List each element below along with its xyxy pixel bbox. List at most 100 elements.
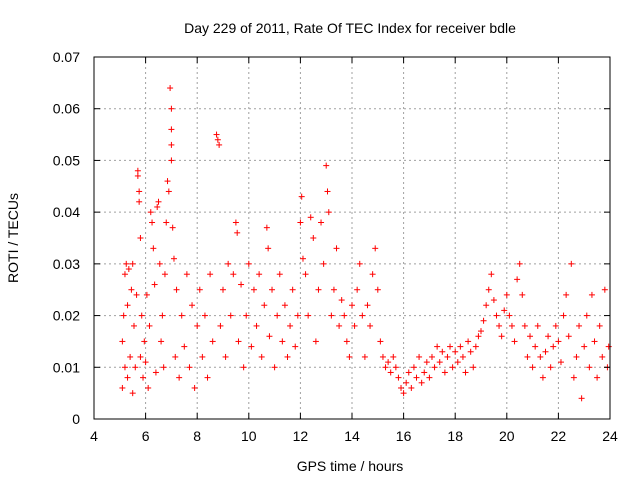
data-point: [565, 333, 572, 340]
data-point: [168, 141, 175, 148]
data-point: [214, 136, 221, 143]
data-point: [490, 297, 497, 304]
data-point: [134, 167, 141, 174]
data-point: [410, 364, 417, 371]
data-point: [529, 364, 536, 371]
data-point: [467, 348, 474, 355]
data-point: [281, 302, 288, 309]
data-point: [372, 245, 379, 252]
data-point: [170, 255, 177, 262]
data-point: [555, 338, 562, 345]
data-point: [346, 353, 353, 360]
x-tick-label: 14: [344, 428, 360, 444]
data-point: [124, 374, 131, 381]
data-point: [578, 395, 585, 402]
axis-ticks: [93, 56, 611, 420]
data-point: [426, 374, 433, 381]
data-point: [323, 162, 330, 169]
data-point: [217, 322, 224, 329]
data-point: [400, 390, 407, 397]
data-point: [385, 359, 392, 366]
data-point: [207, 271, 214, 278]
data-point: [240, 364, 247, 371]
data-point: [328, 312, 335, 319]
data-point: [274, 312, 281, 319]
data-point: [519, 291, 526, 298]
data-point: [124, 302, 131, 309]
y-tick-label: 0.03: [53, 256, 80, 272]
data-point: [149, 219, 156, 226]
data-point: [501, 307, 508, 314]
data-point: [333, 245, 340, 252]
data-point: [151, 281, 158, 288]
data-point: [178, 312, 185, 319]
data-point: [441, 369, 448, 376]
data-point: [379, 353, 386, 360]
x-tick-label: 22: [551, 428, 567, 444]
data-point: [263, 224, 270, 231]
data-point: [408, 384, 415, 391]
y-tick-labels: 0 0.01 0.02 0.03 0.04 0.05 0.06 0.07: [53, 49, 80, 427]
data-point: [447, 343, 454, 350]
data-point: [232, 219, 239, 226]
data-point: [154, 203, 161, 210]
data-point: [194, 322, 201, 329]
data-point: [493, 312, 500, 319]
chart-title: Day 229 of 2011, Rate Of TEC Index for r…: [184, 20, 516, 36]
data-point: [470, 364, 477, 371]
data-point: [312, 338, 319, 345]
data-point: [141, 338, 148, 345]
data-point: [550, 343, 557, 350]
data-point: [524, 353, 531, 360]
data-point: [503, 291, 510, 298]
data-point: [130, 322, 137, 329]
data-point: [298, 193, 305, 200]
data-point: [137, 235, 144, 241]
data-point: [545, 333, 552, 340]
y-tick-label: 0: [72, 411, 80, 427]
data-point: [159, 312, 166, 319]
data-point: [189, 302, 196, 309]
data-point: [581, 343, 588, 350]
data-point: [173, 286, 180, 293]
data-point: [315, 286, 322, 293]
data-point: [145, 384, 152, 391]
data-point: [150, 245, 157, 252]
data-point: [336, 322, 343, 329]
data-point: [196, 286, 203, 293]
data-point: [163, 219, 170, 226]
data-point: [258, 353, 265, 360]
data-point: [265, 245, 272, 252]
data-point: [167, 85, 174, 92]
data-point: [169, 224, 176, 231]
data-point: [155, 198, 162, 205]
x-tick-label: 10: [241, 428, 257, 444]
data-point: [147, 209, 154, 216]
data-point: [351, 322, 358, 329]
data-point: [253, 322, 260, 329]
data-point: [138, 312, 145, 319]
data-point: [527, 333, 534, 340]
data-point: [292, 343, 299, 350]
data-point: [129, 390, 136, 397]
data-point: [256, 271, 263, 278]
data-point: [488, 271, 495, 278]
data-point: [457, 343, 464, 350]
data-point: [235, 338, 242, 345]
data-point: [129, 260, 136, 267]
x-tick-labels: 4 6 8 10 12 14 16 18 20 22 24: [90, 428, 618, 444]
data-point: [557, 359, 564, 366]
data-point: [364, 302, 371, 309]
x-tick-label: 4: [90, 428, 98, 444]
data-point: [120, 312, 127, 319]
data-point: [324, 188, 331, 195]
data-point: [594, 374, 601, 381]
data-point: [132, 364, 139, 371]
data-point: [452, 348, 459, 355]
data-point: [576, 322, 583, 329]
data-point: [302, 271, 309, 278]
data-point: [374, 286, 381, 293]
data-point: [418, 379, 425, 386]
data-point: [134, 172, 141, 179]
